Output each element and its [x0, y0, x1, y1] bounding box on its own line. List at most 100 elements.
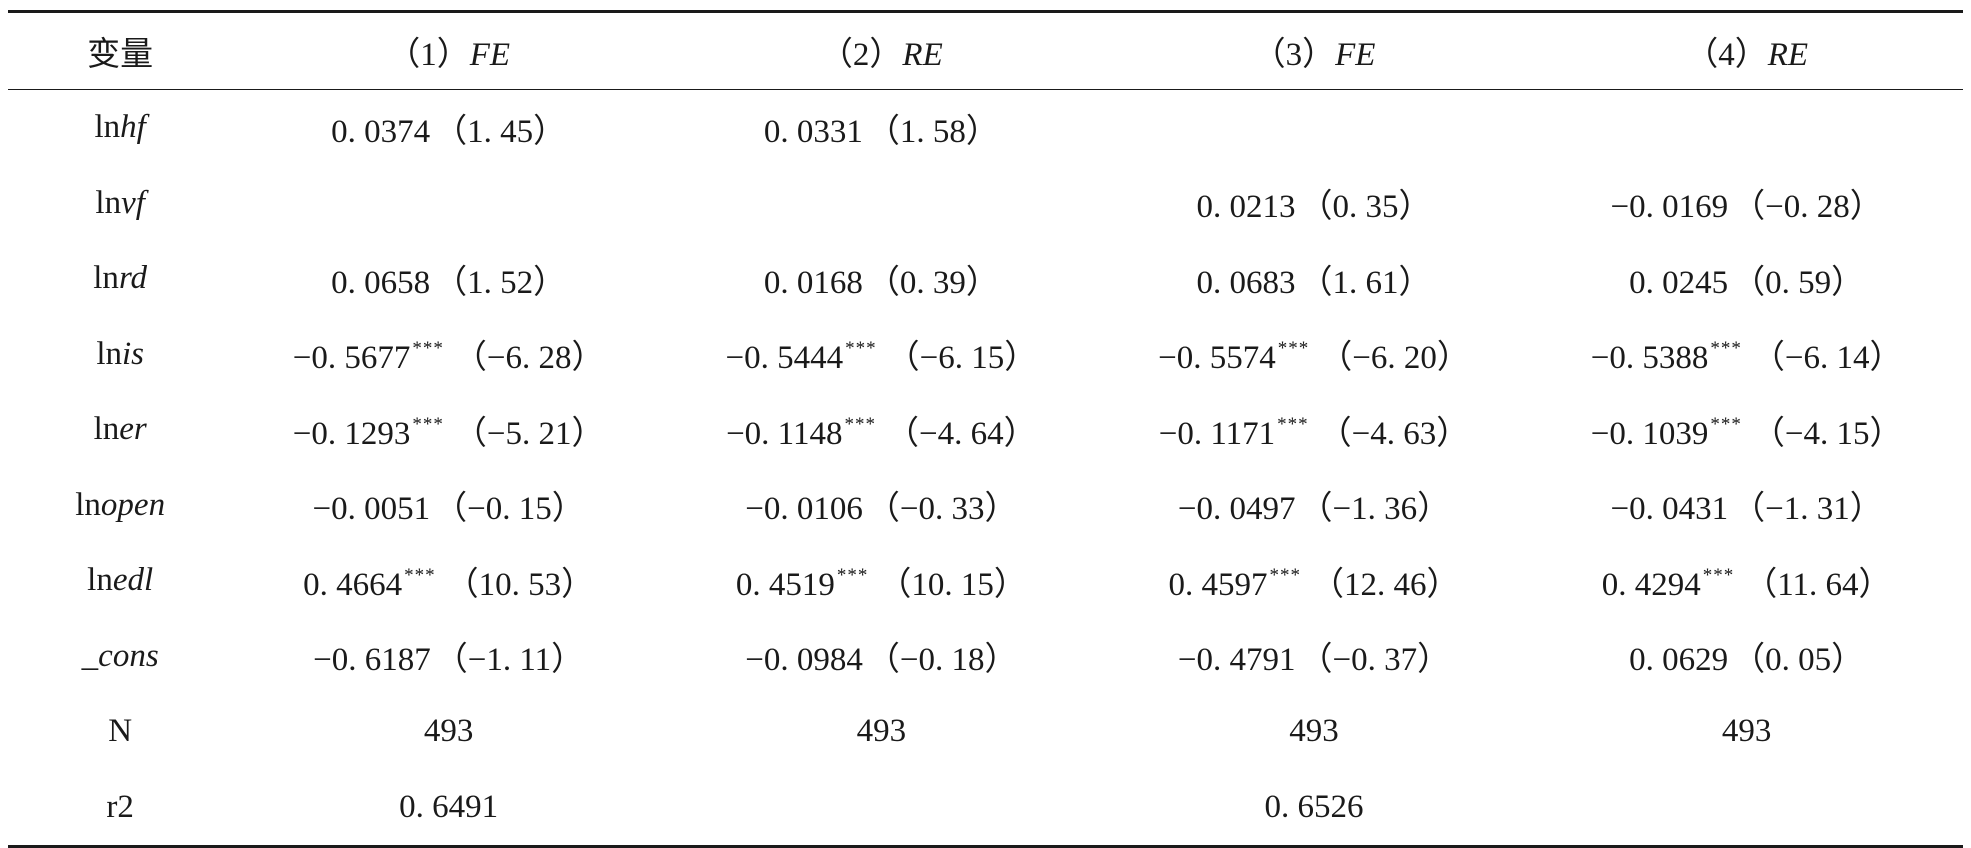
t-statistic: （0. 35）: [1299, 189, 1432, 226]
t-statistic: （1. 52）: [434, 264, 567, 301]
coefficient: −0. 0106: [745, 491, 863, 528]
coefficient: 493: [856, 713, 907, 750]
coefficient: −0. 0051: [312, 491, 431, 528]
header-variable: 变量: [87, 37, 154, 73]
coefficient: −0. 1039: [1590, 415, 1709, 452]
coefficient: −0. 0497: [1177, 491, 1296, 528]
result-cell: 0. 0658 （1. 52）: [232, 241, 665, 317]
t-statistic: （10. 15）: [878, 566, 1027, 603]
significance-stars: ***: [844, 413, 876, 435]
result-cell: 0. 6491: [232, 770, 665, 847]
t-statistic: （−4. 15）: [1751, 415, 1903, 452]
result-cell: −0. 4791 （−0. 37）: [1098, 619, 1531, 695]
model-type: FE: [1335, 37, 1376, 73]
coefficient: 493: [423, 713, 474, 750]
variable-name: open: [100, 486, 166, 523]
header-column-3: （3）FE: [1098, 12, 1531, 90]
significance-stars: ***: [1277, 413, 1309, 435]
result-cell: −0. 0106 （−0. 33）: [665, 468, 1098, 544]
coefficient: 493: [1289, 713, 1339, 750]
result-cell: −0. 1148 *** （−4. 64）: [665, 392, 1098, 468]
regression-results-table: 变量 （1）FE （2）RE （3）FE （4）RE lnhf 0. 0374 （1…: [8, 10, 1963, 848]
coefficient: 0. 4519: [735, 566, 835, 603]
coefficient: −0. 6187: [313, 642, 431, 679]
result-cell: 0. 0629 （0. 05）: [1530, 619, 1963, 695]
header-row: 变量 （1）FE （2）RE （3）FE （4）RE: [8, 11, 1963, 90]
row-variable-label: r2: [8, 770, 232, 847]
variable-prefix: ln: [96, 335, 122, 372]
variable-name: hf: [120, 109, 146, 146]
column-number: （1）: [387, 37, 470, 73]
table-row: r2 0. 6491 0. 6526: [8, 770, 1963, 847]
coefficient: 0. 6526: [1264, 788, 1364, 825]
t-statistic: （12. 46）: [1310, 566, 1460, 603]
significance-stars: ***: [1277, 338, 1310, 359]
result-cell: [1530, 90, 1963, 166]
variable-name: rd: [118, 260, 148, 297]
result-cell: 0. 4519 *** （10. 15）: [665, 543, 1098, 619]
variable-name: edl: [112, 562, 154, 599]
variable-prefix: ln: [94, 109, 121, 146]
coefficient: 0. 0658: [331, 264, 431, 301]
coefficient: −0. 5677: [292, 340, 411, 377]
t-statistic: （−0. 28）: [1732, 189, 1883, 226]
significance-stars: ***: [1269, 564, 1301, 586]
result-cell: −0. 5388 *** （−6. 14）: [1530, 317, 1963, 393]
result-cell: 0. 0168 （0. 39）: [665, 241, 1098, 317]
result-cell: 0. 6526: [1098, 770, 1531, 847]
t-statistic: （−4. 63）: [1318, 415, 1470, 452]
significance-stars: ***: [412, 413, 444, 435]
t-statistic: （−6. 15）: [886, 340, 1038, 377]
column-number: （2）: [819, 37, 903, 73]
t-statistic: （−1. 31）: [1732, 491, 1883, 528]
result-cell: −0. 1293 *** （−5. 21）: [232, 392, 665, 468]
row-variable-label: _cons: [8, 619, 232, 695]
t-statistic: （11. 64）: [1744, 566, 1892, 603]
header-column-2: （2）RE: [665, 12, 1098, 90]
table-body: lnhf 0. 0374 （1. 45） 0. 0331 （1. 58） lnvf 0. 0…: [8, 90, 1963, 847]
variable-prefix: r2: [106, 788, 134, 825]
result-cell: 0. 0245 （0. 59）: [1530, 241, 1963, 317]
t-statistic: （−0. 18）: [866, 642, 1018, 679]
variable-prefix: N: [108, 713, 133, 750]
model-type: RE: [902, 37, 943, 73]
t-statistic: （−0. 15）: [434, 491, 585, 528]
t-statistic: （−0. 37）: [1299, 642, 1451, 679]
row-variable-label: lnhf: [8, 90, 232, 166]
result-cell: −0. 1039 *** （−4. 15）: [1530, 392, 1963, 468]
t-statistic: （0. 59）: [1732, 264, 1865, 301]
result-cell: [1530, 770, 1963, 847]
variable-prefix: ln: [93, 411, 120, 448]
t-statistic: （−6. 20）: [1319, 340, 1470, 377]
row-variable-label: lnis: [8, 317, 232, 393]
coefficient: −0. 5388: [1590, 340, 1709, 377]
row-variable-label: lner: [8, 392, 232, 468]
table-row: N 493 493 493 493: [8, 694, 1963, 770]
table-row: lnedl 0. 4664 *** （10. 53） 0. 4519 *** （10. 15…: [8, 543, 1963, 619]
significance-stars: ***: [845, 338, 877, 359]
coefficient: −0. 1148: [726, 415, 843, 452]
regression-table-container: 变量 （1）FE （2）RE （3）FE （4）RE lnhf 0. 0374 （1…: [8, 10, 1963, 848]
result-cell: −0. 0169 （−0. 28）: [1530, 166, 1963, 242]
coefficient: 0. 0245: [1629, 264, 1729, 301]
result-cell: 0. 0213 （0. 35）: [1098, 166, 1531, 242]
result-cell: [232, 166, 665, 242]
model-type: RE: [1767, 37, 1809, 73]
result-cell: 493: [665, 694, 1098, 770]
header-column-1: （1）FE: [232, 12, 665, 90]
coefficient: 0. 0683: [1196, 264, 1296, 301]
coefficient: 0. 0374: [331, 113, 431, 150]
t-statistic: （−5. 21）: [453, 415, 605, 452]
result-cell: 493: [232, 694, 665, 770]
result-cell: [665, 770, 1098, 847]
table-row: lnhf 0. 0374 （1. 45） 0. 0331 （1. 58）: [8, 90, 1963, 166]
result-cell: −0. 5574 *** （−6. 20）: [1098, 317, 1531, 393]
coefficient: 0. 6491: [399, 788, 499, 825]
row-variable-label: N: [8, 694, 232, 770]
variable-prefix: ln: [95, 184, 122, 221]
t-statistic: （1. 58）: [866, 113, 999, 150]
column-number: （3）: [1252, 37, 1336, 73]
result-cell: [1098, 90, 1531, 166]
variable-name: _cons: [81, 637, 159, 674]
result-cell: 0. 4294 *** （11. 64）: [1530, 543, 1963, 619]
